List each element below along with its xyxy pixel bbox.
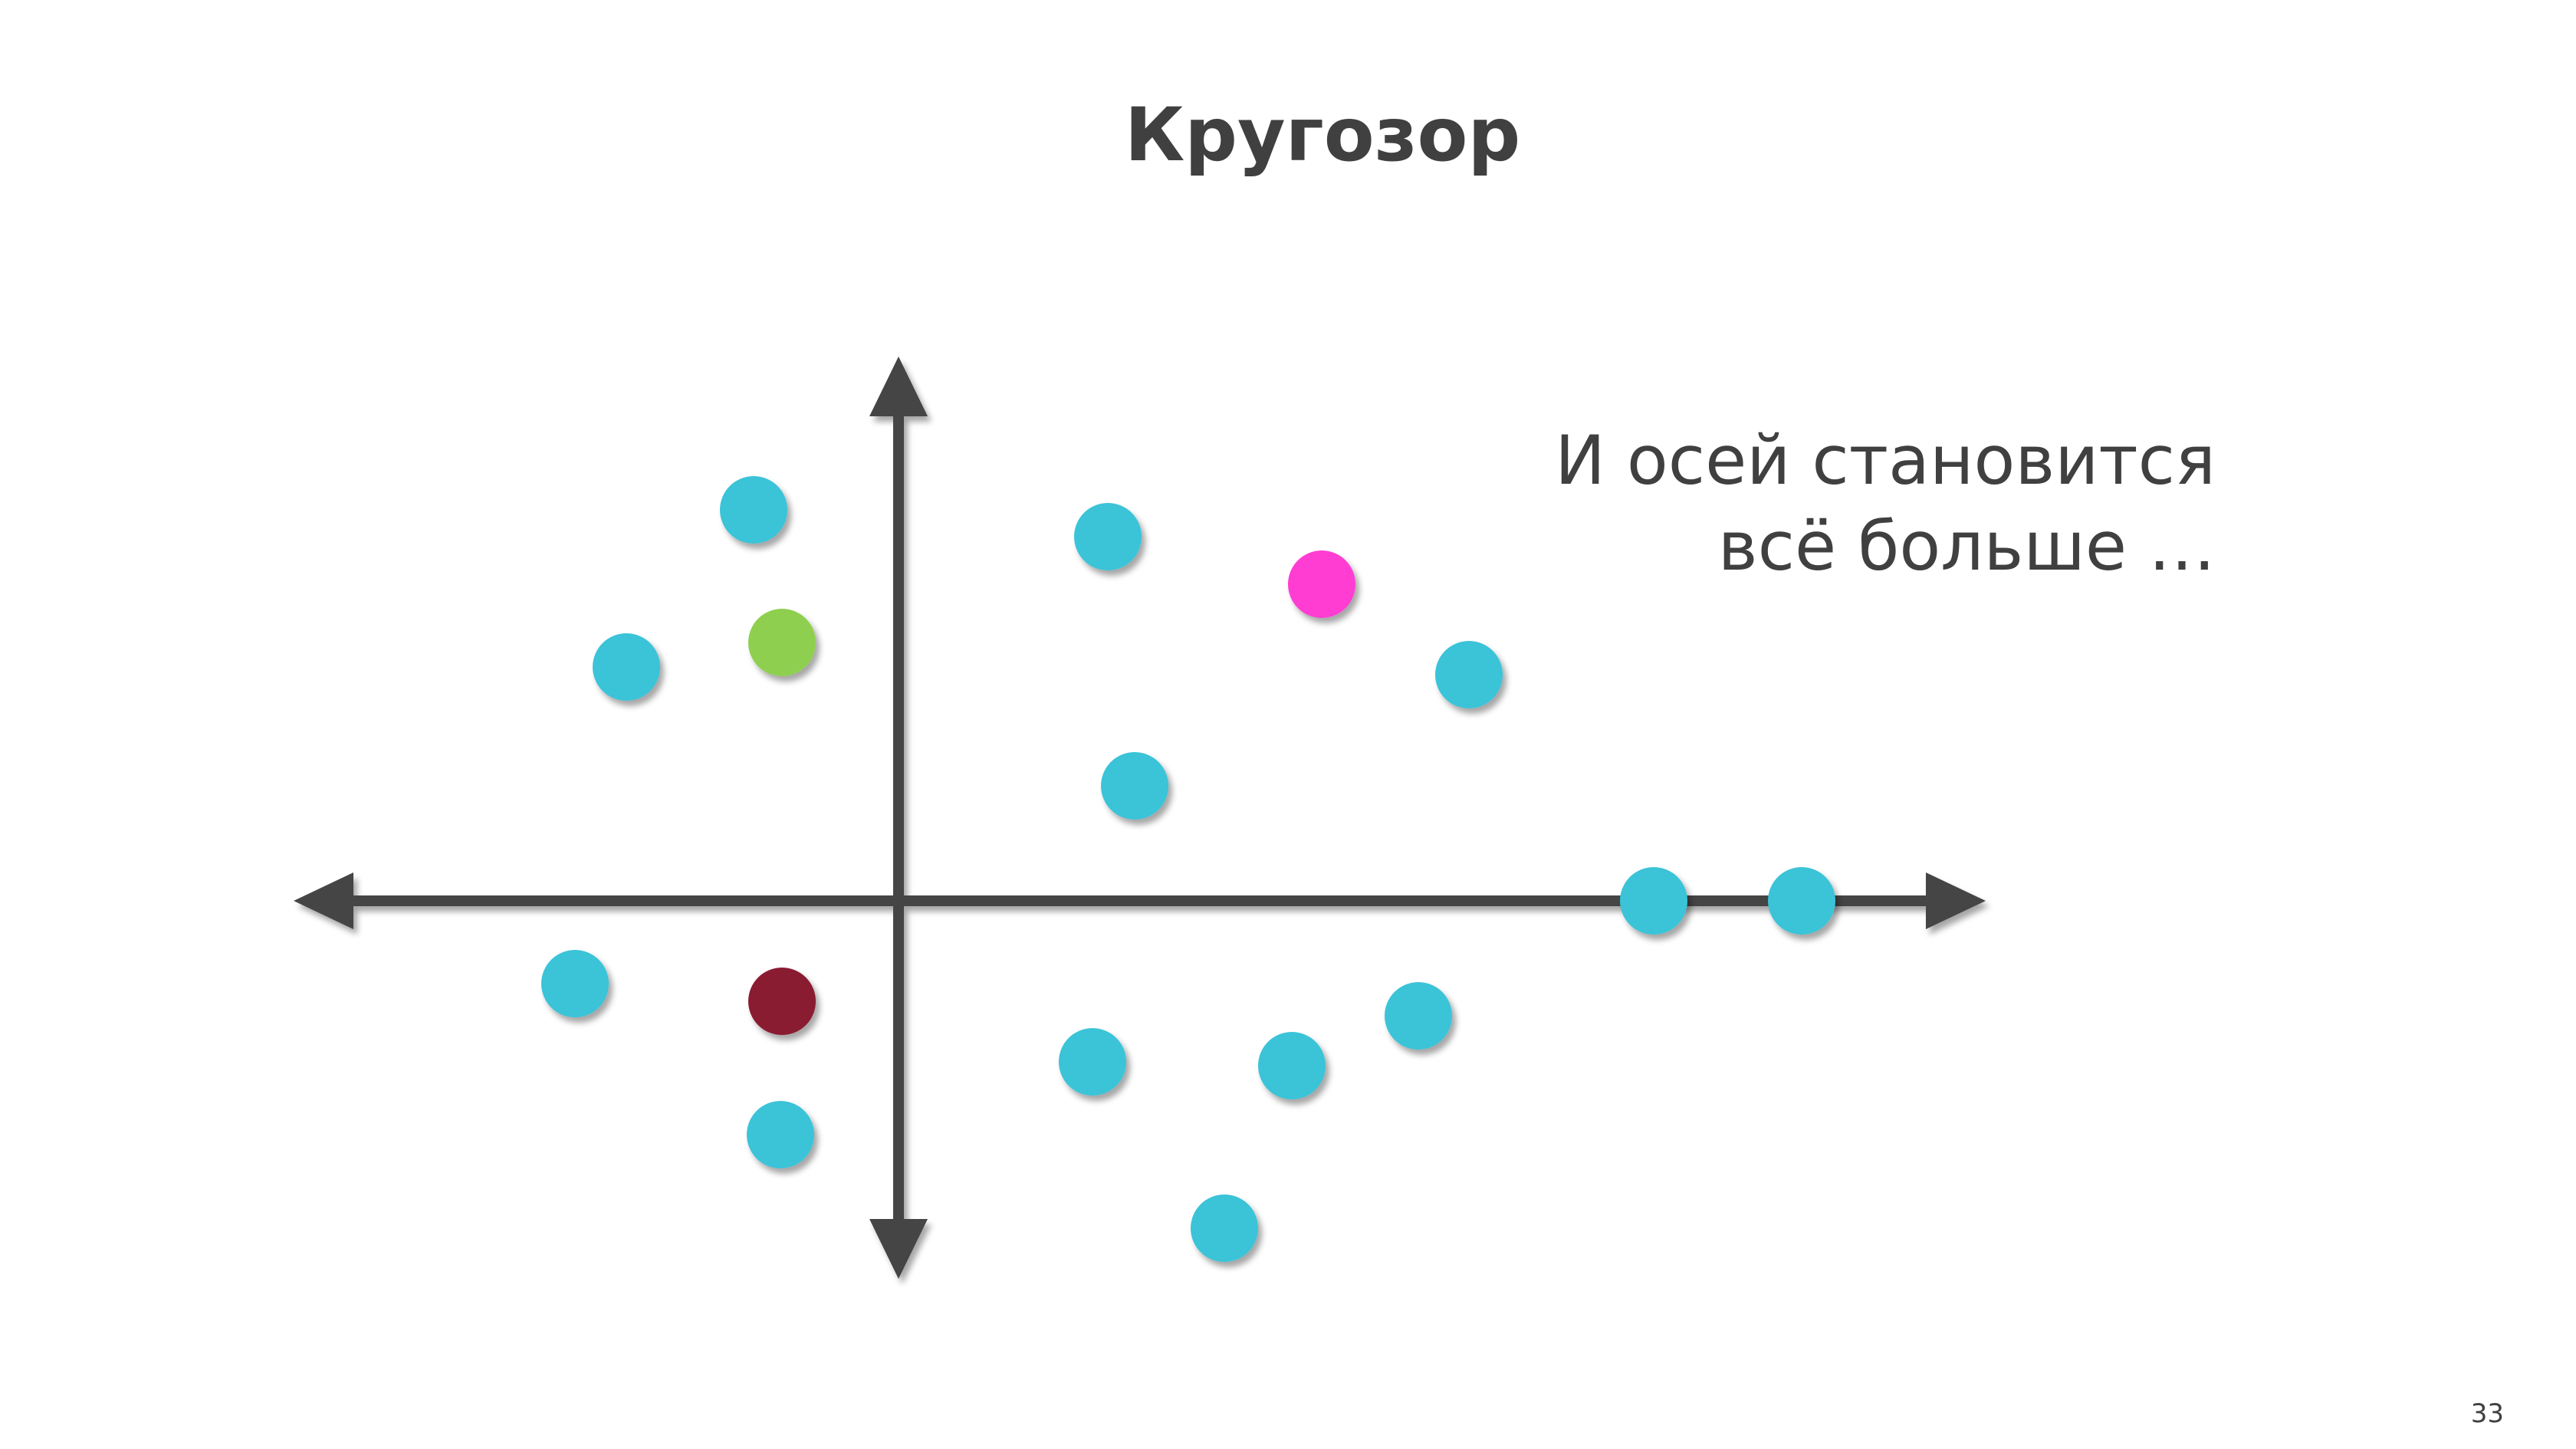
top-arrowhead — [869, 356, 928, 416]
cyan-dot — [1435, 641, 1503, 708]
cyan-dot — [1258, 1032, 1326, 1099]
cyan-dot — [1385, 982, 1452, 1050]
bottom-arrowhead — [869, 1219, 928, 1279]
green-dot — [748, 609, 816, 676]
page-number: 33 — [2470, 1398, 2504, 1429]
cyan-dot — [1768, 867, 1835, 935]
cyan-dot — [593, 633, 660, 701]
cyan-dot — [747, 1101, 814, 1168]
magenta-dot — [1288, 550, 1355, 618]
cyan-dot — [1620, 867, 1687, 935]
dots — [541, 476, 1835, 1262]
right-arrowhead — [1926, 872, 1986, 929]
cyan-dot — [541, 950, 609, 1017]
cyan-dot — [720, 476, 787, 544]
caption-line-1: И осей становится — [1555, 421, 2216, 500]
cyan-dot — [1191, 1194, 1258, 1262]
cyan-dot — [1059, 1028, 1126, 1096]
caption: И осей становится всё больше … — [1449, 418, 2216, 590]
left-arrowhead — [294, 872, 353, 929]
slide-title: Кругозор — [1124, 92, 1521, 178]
maroon-dot — [748, 968, 816, 1035]
caption-line-2: всё больше … — [1717, 507, 2216, 586]
cyan-dot — [1101, 752, 1168, 820]
cyan-dot — [1074, 503, 1142, 570]
